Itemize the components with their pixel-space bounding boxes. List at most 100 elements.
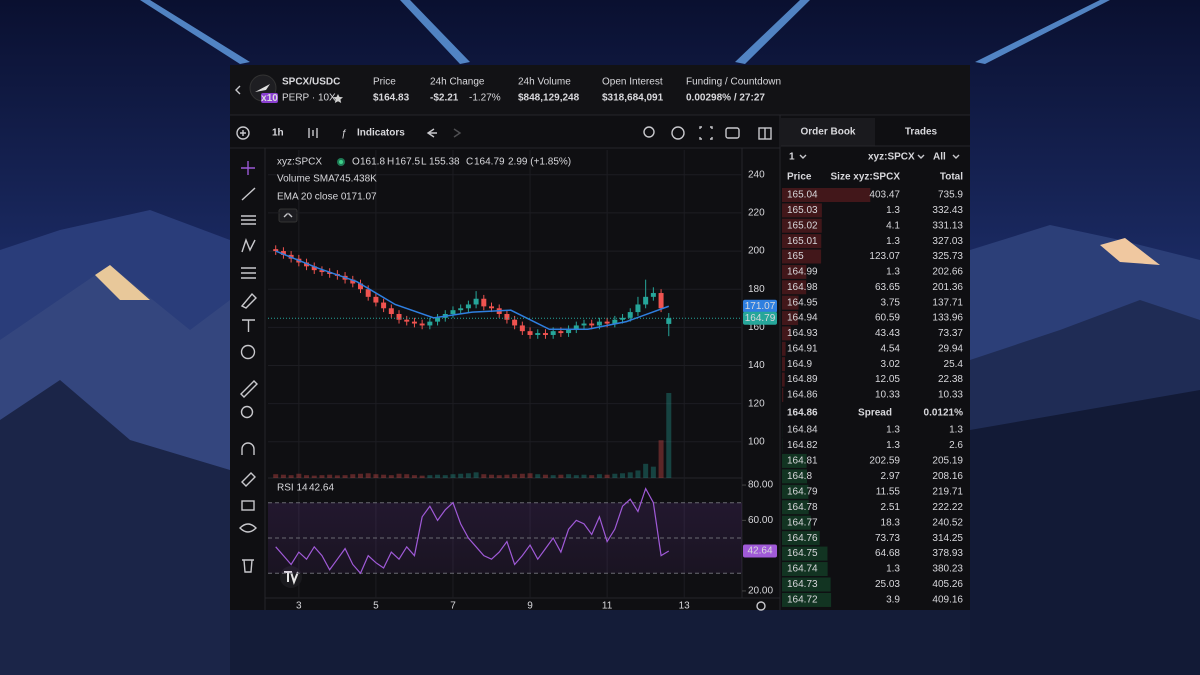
price: 164.81 bbox=[787, 456, 818, 467]
stat-value: -$2.21 bbox=[430, 93, 459, 104]
size: 1.3 bbox=[886, 564, 900, 575]
lock-drawings[interactable] bbox=[241, 472, 256, 487]
screenshot-button[interactable] bbox=[725, 127, 740, 139]
hide-tool[interactable] bbox=[239, 523, 257, 533]
stat-label: 24h Volume bbox=[518, 77, 571, 88]
candle-body bbox=[273, 249, 279, 252]
ema-axis-label: 171.07 bbox=[745, 301, 776, 312]
price: 164.94 bbox=[787, 313, 818, 324]
ohlc-value: 155.38 bbox=[429, 157, 460, 168]
active-tab[interactable] bbox=[781, 118, 875, 146]
lock-tool[interactable] bbox=[241, 500, 255, 511]
volume-bar bbox=[427, 475, 433, 478]
size: 60.59 bbox=[875, 313, 900, 324]
total: 10.33 bbox=[938, 390, 963, 401]
ema-value: 171.07 bbox=[346, 192, 377, 203]
candle-body bbox=[627, 312, 633, 318]
alert-button[interactable] bbox=[643, 126, 655, 138]
volume-bar bbox=[419, 475, 425, 478]
ohlc-label: O bbox=[352, 157, 360, 168]
candle-body bbox=[458, 308, 464, 311]
size: 202.59 bbox=[869, 456, 900, 467]
depth-bar bbox=[782, 357, 786, 372]
total: 331.13 bbox=[932, 220, 963, 231]
stat-value: $164.83 bbox=[373, 93, 410, 104]
market-select[interactable]: xyz:SPCX bbox=[868, 152, 915, 163]
total: 137.71 bbox=[932, 297, 963, 308]
price: 164.84 bbox=[787, 425, 818, 436]
filter-select[interactable]: All bbox=[933, 152, 946, 163]
total: 380.23 bbox=[932, 564, 963, 575]
total: 73.37 bbox=[938, 328, 963, 339]
depth-bar bbox=[782, 546, 828, 561]
projection-tool[interactable] bbox=[241, 267, 256, 279]
size: 1.3 bbox=[886, 267, 900, 278]
candle-body bbox=[473, 298, 479, 305]
candle-body bbox=[519, 325, 525, 332]
depth-bar bbox=[782, 469, 807, 484]
rsi-tick-label: 80.00 bbox=[748, 480, 773, 491]
tab[interactable]: Trades bbox=[905, 127, 938, 138]
fullscreen-button[interactable] bbox=[699, 126, 713, 140]
candle-body bbox=[381, 302, 387, 309]
plot bbox=[268, 150, 742, 598]
tab[interactable]: Order Book bbox=[800, 127, 855, 138]
size: 25.03 bbox=[875, 579, 900, 590]
ohlc-label: C bbox=[466, 157, 473, 168]
volume-bar bbox=[381, 474, 387, 478]
axis-settings[interactable] bbox=[756, 601, 766, 611]
trendline-tool[interactable] bbox=[241, 187, 256, 201]
volume-bar bbox=[404, 474, 410, 478]
emoji-tool[interactable] bbox=[240, 344, 256, 360]
volume-bar bbox=[327, 474, 333, 478]
price: 164.78 bbox=[787, 502, 818, 513]
redo-button[interactable] bbox=[453, 128, 462, 138]
x-tick-label: 5 bbox=[373, 601, 379, 612]
back-button[interactable] bbox=[235, 85, 241, 95]
volume-bar bbox=[473, 472, 479, 478]
y-tick-label: 200 bbox=[748, 246, 765, 257]
change: 2.99 (+1.85%) bbox=[508, 157, 571, 168]
candle-body bbox=[512, 319, 518, 326]
total: 2.6 bbox=[949, 440, 963, 451]
volume-bar bbox=[458, 473, 464, 478]
candle-body bbox=[643, 296, 649, 305]
zoom-tool[interactable] bbox=[240, 405, 254, 419]
magnet-tool[interactable] bbox=[241, 442, 255, 455]
candle-body bbox=[558, 331, 564, 334]
candle-body bbox=[357, 283, 363, 290]
measure-tool[interactable] bbox=[240, 380, 258, 398]
brush-tool[interactable] bbox=[240, 292, 257, 309]
spread-percent: 0.0121% bbox=[924, 408, 964, 419]
candle-body bbox=[304, 262, 310, 267]
collapse-legend[interactable] bbox=[278, 208, 298, 223]
volume-bar bbox=[357, 473, 363, 478]
favorite-star[interactable] bbox=[333, 94, 343, 103]
depth-bar bbox=[782, 577, 831, 592]
pattern-tool[interactable] bbox=[241, 237, 256, 253]
stat-value: $318,684,091 bbox=[602, 93, 664, 104]
crosshair-tool[interactable] bbox=[241, 161, 255, 175]
delete-tool[interactable] bbox=[242, 559, 254, 573]
volume-bar bbox=[319, 475, 325, 478]
total: 409.16 bbox=[932, 595, 963, 606]
candles-button[interactable] bbox=[308, 128, 318, 138]
undo-button[interactable] bbox=[426, 128, 437, 138]
volume-bar bbox=[643, 463, 649, 478]
total: 735.9 bbox=[938, 190, 963, 201]
size: 4.54 bbox=[881, 343, 901, 354]
price: 164.79 bbox=[787, 486, 818, 497]
candle-body bbox=[311, 266, 317, 271]
fib-tool[interactable] bbox=[241, 215, 256, 225]
volume-bar bbox=[512, 474, 518, 478]
indicators-button[interactable]: Indicators bbox=[357, 128, 405, 139]
market: PERP · 10X bbox=[282, 93, 336, 104]
text-tool[interactable] bbox=[242, 319, 255, 332]
candle-body bbox=[350, 279, 356, 284]
grouping-select[interactable]: 1 bbox=[789, 152, 795, 163]
add-button[interactable] bbox=[236, 126, 250, 140]
volume-bar bbox=[465, 473, 471, 478]
settings-button[interactable] bbox=[671, 126, 685, 140]
depth-bar bbox=[782, 562, 828, 577]
